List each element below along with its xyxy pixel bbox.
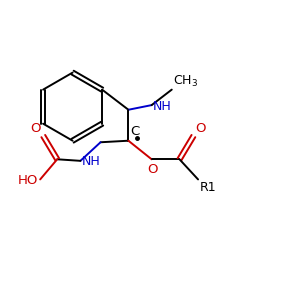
Text: NH: NH [153,100,172,112]
Text: O: O [195,122,206,134]
Text: O: O [147,163,158,176]
Text: NH: NH [81,155,100,168]
Text: R1: R1 [200,181,216,194]
Text: CH$_3$: CH$_3$ [173,74,198,89]
Text: C: C [130,125,139,138]
Text: O: O [30,122,41,134]
Text: HO: HO [18,174,39,187]
